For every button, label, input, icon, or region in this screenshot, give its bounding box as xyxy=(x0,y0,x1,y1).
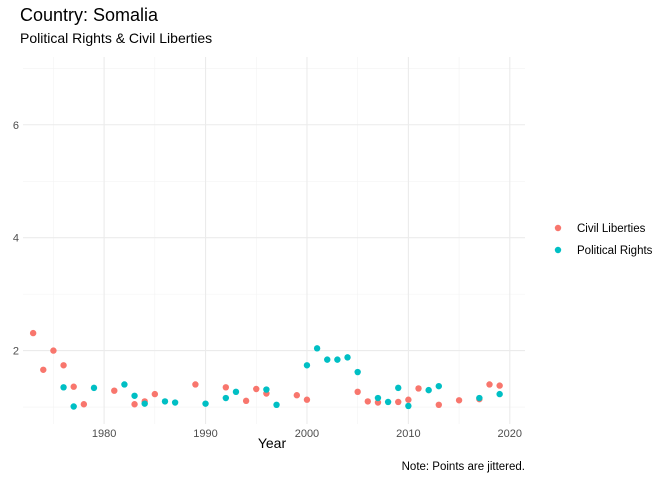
civil-liberties-point xyxy=(29,329,37,337)
x-tick-label: 2020 xyxy=(498,428,522,440)
x-tick-label: 1980 xyxy=(92,428,116,440)
civil-liberties-point xyxy=(242,397,250,405)
political-rights-point xyxy=(334,356,341,363)
civil-liberties-point xyxy=(222,384,230,391)
political-rights-point xyxy=(476,394,483,402)
civil-liberties-point xyxy=(50,347,57,354)
civil-liberties-point xyxy=(151,390,159,398)
civil-liberties-point xyxy=(415,385,422,392)
major-gridlines xyxy=(23,57,525,424)
political-rights-point xyxy=(161,398,169,405)
political-rights-point xyxy=(496,390,503,398)
civil-liberties-point xyxy=(192,381,199,388)
civil-liberties-point xyxy=(253,385,260,393)
civil-liberties-point xyxy=(435,401,442,409)
political-rights-point xyxy=(70,403,77,410)
legend-key-civil-liberties xyxy=(554,224,562,232)
political-rights-point xyxy=(60,384,67,391)
legend: Civil Liberties Political Rights xyxy=(554,223,653,257)
civil-liberties-point xyxy=(80,401,88,408)
x-tick-label: 2000 xyxy=(295,428,319,440)
political-rights-point xyxy=(324,356,331,363)
political-rights-point xyxy=(425,386,432,394)
political-rights-point xyxy=(313,345,321,352)
civil-liberties-point xyxy=(405,396,412,403)
political-rights-point xyxy=(435,382,442,390)
political-rights-point xyxy=(374,394,382,402)
political-rights-point xyxy=(263,386,270,393)
x-axis-ticks: 1980 1990 2000 2010 2020 xyxy=(92,428,522,440)
political-rights-point xyxy=(405,402,412,410)
data-points xyxy=(29,329,503,410)
minor-gridlines xyxy=(23,57,525,424)
civil-liberties-point xyxy=(486,381,493,388)
civil-liberties-point xyxy=(293,392,301,399)
x-tick-label: 1990 xyxy=(193,428,217,440)
political-rights-point xyxy=(222,394,230,402)
x-tick-label: 2010 xyxy=(396,428,420,440)
political-rights-point xyxy=(202,400,209,407)
civil-liberties-point xyxy=(455,397,463,404)
civil-liberties-point xyxy=(395,398,402,406)
legend-key-political-rights xyxy=(554,246,562,254)
civil-liberties-point xyxy=(60,362,67,369)
political-rights-point xyxy=(344,354,351,361)
caption: Note: Points are jittered. xyxy=(402,461,525,473)
y-axis-ticks: 2 4 6 xyxy=(13,120,19,358)
political-rights-point xyxy=(171,399,179,406)
civil-liberties-point xyxy=(111,387,118,394)
civil-liberties-point xyxy=(374,399,382,406)
political-rights-point xyxy=(395,384,402,392)
civil-liberties-point xyxy=(496,382,503,389)
civil-liberties-point xyxy=(70,383,77,390)
y-tick-label: 2 xyxy=(13,346,19,358)
y-tick-label: 4 xyxy=(13,233,19,245)
political-rights-point xyxy=(273,401,280,409)
legend-label-political-rights: Political Rights xyxy=(577,245,653,257)
political-rights-point xyxy=(384,398,392,406)
legend-label-civil-liberties: Civil Liberties xyxy=(577,223,646,235)
political-rights-point xyxy=(141,400,148,407)
civil-liberties-point xyxy=(40,366,47,373)
political-rights-point xyxy=(131,392,138,399)
y-tick-label: 6 xyxy=(13,120,19,132)
political-rights-point xyxy=(303,362,311,369)
civil-liberties-point xyxy=(354,388,361,396)
chart-subtitle: Political Rights & Civil Liberties xyxy=(20,30,212,46)
political-rights-point xyxy=(121,381,128,388)
civil-liberties-point xyxy=(131,401,138,408)
political-rights-point xyxy=(354,368,361,376)
political-rights-point xyxy=(232,388,240,396)
civil-liberties-point xyxy=(364,398,372,405)
x-axis-title: Year xyxy=(258,435,287,451)
political-rights-point xyxy=(90,384,98,392)
civil-liberties-point xyxy=(303,396,311,403)
chart-title: Country: Somalia xyxy=(20,5,159,25)
